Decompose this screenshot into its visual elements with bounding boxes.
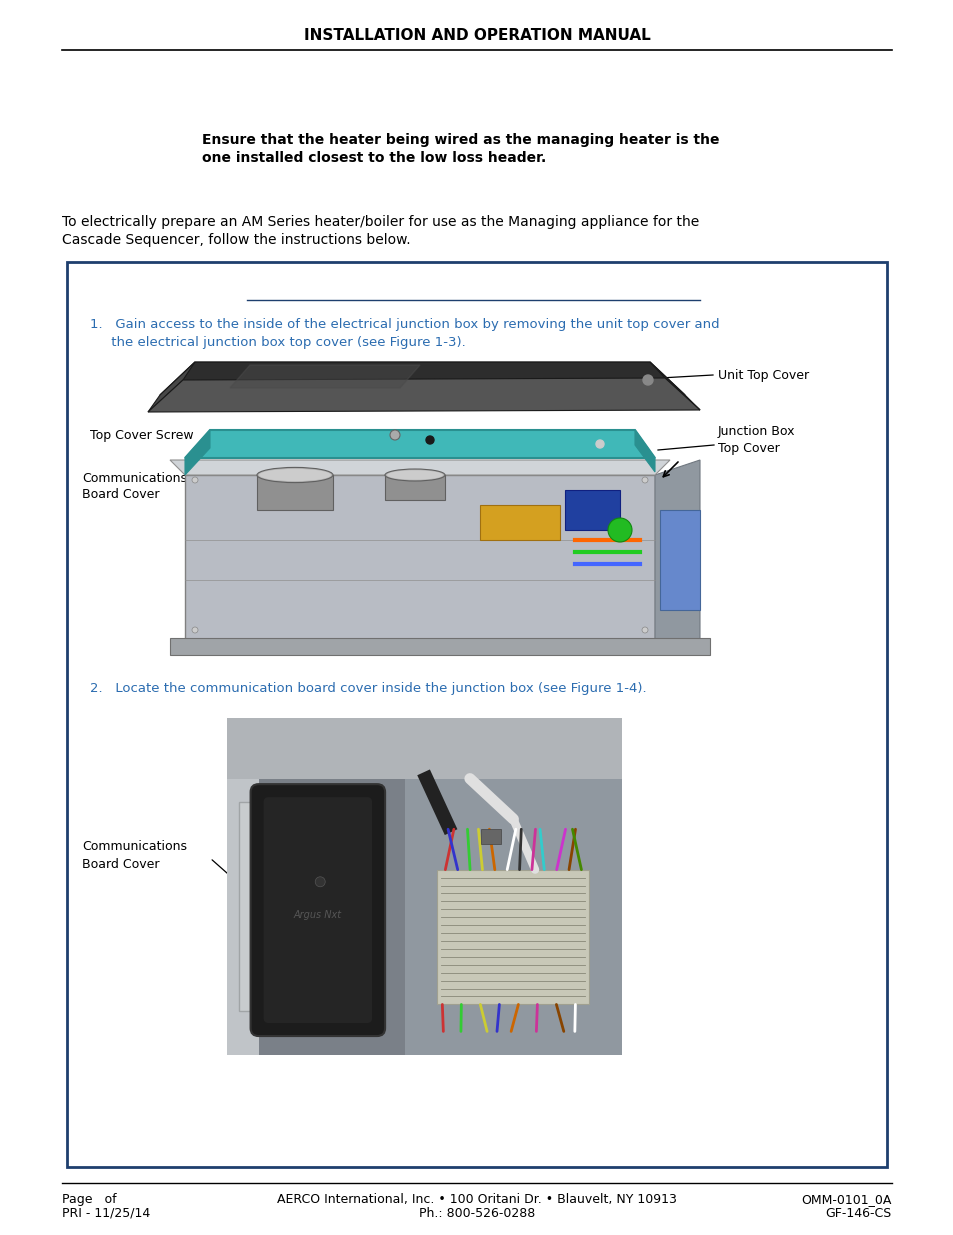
Circle shape	[596, 440, 603, 448]
Text: one installed closest to the low loss header.: one installed closest to the low loss he…	[202, 151, 546, 165]
Text: AERCO International, Inc. • 100 Oritani Dr. • Blauvelt, NY 10913: AERCO International, Inc. • 100 Oritani …	[276, 1193, 677, 1207]
Ellipse shape	[387, 471, 442, 479]
Bar	[227, 718, 621, 778]
FancyBboxPatch shape	[263, 797, 372, 1023]
Polygon shape	[185, 430, 655, 458]
Polygon shape	[230, 366, 419, 388]
Text: Communications: Communications	[82, 840, 187, 853]
Text: 2.   Locate the communication board cover inside the junction box (see Figure 1-: 2. Locate the communication board cover …	[90, 682, 646, 695]
Text: 1.   Gain access to the inside of the electrical junction box by removing the un: 1. Gain access to the inside of the elec…	[90, 317, 719, 331]
Circle shape	[192, 627, 198, 634]
Polygon shape	[160, 362, 684, 395]
Text: Board Cover: Board Cover	[82, 858, 159, 871]
Polygon shape	[659, 510, 700, 610]
Polygon shape	[148, 378, 700, 412]
Bar	[238, 803, 376, 1011]
Circle shape	[192, 477, 198, 483]
Polygon shape	[148, 362, 194, 412]
Circle shape	[390, 430, 399, 440]
Text: the electrical junction box top cover (see Figure 1-3).: the electrical junction box top cover (s…	[90, 336, 465, 350]
Ellipse shape	[256, 467, 333, 483]
Polygon shape	[655, 459, 700, 640]
Polygon shape	[185, 475, 655, 640]
Text: Ensure that the heater being wired as the managing heater is the: Ensure that the heater being wired as th…	[202, 133, 719, 147]
Bar	[480, 829, 500, 845]
Circle shape	[641, 477, 647, 483]
Text: GF-146-CS: GF-146-CS	[825, 1207, 891, 1220]
Bar	[67, 262, 886, 1167]
Circle shape	[642, 375, 652, 385]
Text: PRI - 11/25/14: PRI - 11/25/14	[62, 1207, 150, 1220]
Text: Unit Top Cover: Unit Top Cover	[718, 368, 808, 382]
Text: Top Cover: Top Cover	[718, 442, 779, 454]
Text: Board Cover: Board Cover	[82, 488, 159, 501]
Polygon shape	[479, 505, 559, 540]
Circle shape	[314, 877, 325, 887]
Text: Junction Box: Junction Box	[718, 425, 795, 438]
FancyBboxPatch shape	[251, 784, 385, 1036]
Bar	[227, 778, 258, 1055]
Text: Page   of: Page of	[62, 1193, 116, 1207]
Polygon shape	[385, 475, 444, 500]
Text: Ph.: 800-526-0288: Ph.: 800-526-0288	[418, 1207, 535, 1220]
Text: To electrically prepare an AM Series heater/boiler for use as the Managing appli: To electrically prepare an AM Series hea…	[62, 215, 699, 228]
Bar	[404, 778, 621, 1055]
Polygon shape	[649, 362, 700, 410]
Text: Top Cover Screw: Top Cover Screw	[90, 430, 193, 442]
Ellipse shape	[258, 469, 331, 482]
Polygon shape	[185, 430, 210, 475]
Bar	[227, 718, 621, 1055]
Text: INSTALLATION AND OPERATION MANUAL: INSTALLATION AND OPERATION MANUAL	[303, 27, 650, 42]
Circle shape	[607, 517, 631, 542]
Polygon shape	[256, 475, 333, 510]
Text: Communications: Communications	[82, 472, 187, 485]
Text: OMM-0101_0A: OMM-0101_0A	[801, 1193, 891, 1207]
Bar	[436, 869, 589, 1004]
Polygon shape	[635, 430, 655, 472]
Polygon shape	[564, 490, 619, 530]
Polygon shape	[170, 459, 669, 475]
Polygon shape	[170, 638, 709, 655]
Circle shape	[641, 627, 647, 634]
Circle shape	[426, 436, 434, 445]
Text: Argus Nxt: Argus Nxt	[294, 910, 341, 920]
Ellipse shape	[385, 469, 444, 480]
Text: Cascade Sequencer, follow the instructions below.: Cascade Sequencer, follow the instructio…	[62, 233, 410, 247]
